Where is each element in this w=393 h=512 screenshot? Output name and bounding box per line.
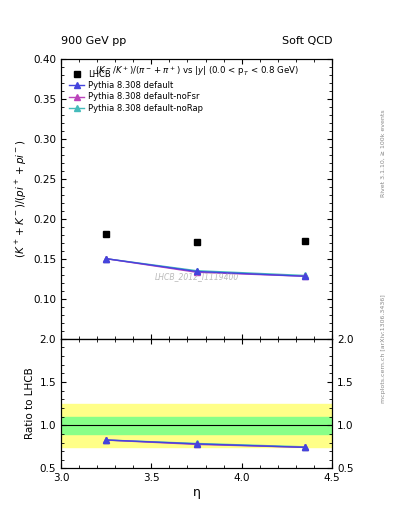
Line: Pythia 8.308 default-noFsr: Pythia 8.308 default-noFsr bbox=[103, 256, 308, 279]
Text: mcplots.cern.ch [arXiv:1306.3436]: mcplots.cern.ch [arXiv:1306.3436] bbox=[381, 294, 386, 402]
Text: 900 GeV pp: 900 GeV pp bbox=[61, 36, 126, 46]
Pythia 8.308 default bbox=[104, 255, 108, 262]
LHCB bbox=[194, 239, 199, 245]
Pythia 8.308 default-noRap bbox=[104, 255, 108, 262]
Line: Pythia 8.308 default-noRap: Pythia 8.308 default-noRap bbox=[103, 256, 308, 278]
Text: LHCB_2012_I1119400: LHCB_2012_I1119400 bbox=[154, 272, 239, 282]
Text: Soft QCD: Soft QCD bbox=[282, 36, 332, 46]
Pythia 8.308 default-noFsr bbox=[194, 269, 199, 275]
X-axis label: η: η bbox=[193, 486, 200, 499]
LHCB bbox=[104, 231, 108, 237]
Legend: LHCB, Pythia 8.308 default, Pythia 8.308 default-noFsr, Pythia 8.308 default-noR: LHCB, Pythia 8.308 default, Pythia 8.308… bbox=[66, 67, 206, 116]
Y-axis label: Ratio to LHCB: Ratio to LHCB bbox=[25, 368, 35, 439]
LHCB bbox=[303, 238, 307, 244]
Pythia 8.308 default bbox=[194, 268, 199, 274]
Pythia 8.308 default-noRap bbox=[303, 272, 307, 279]
Text: Rivet 3.1.10, ≥ 100k events: Rivet 3.1.10, ≥ 100k events bbox=[381, 110, 386, 198]
Pythia 8.308 default-noRap bbox=[194, 268, 199, 274]
Text: $(K^-/K^+)/(\pi^-+\pi^+)$ vs $|y|$ (0.0 < p$_T$ < 0.8 GeV): $(K^-/K^+)/(\pi^-+\pi^+)$ vs $|y|$ (0.0 … bbox=[95, 65, 298, 78]
Bar bbox=[61, 417, 332, 434]
Pythia 8.308 default-noFsr bbox=[303, 273, 307, 280]
Y-axis label: $(K^+ + K^-)/(pi^+ + pi^-)$: $(K^+ + K^-)/(pi^+ + pi^-)$ bbox=[14, 139, 29, 258]
Pythia 8.308 default bbox=[303, 273, 307, 280]
Line: LHCB: LHCB bbox=[103, 230, 309, 245]
Pythia 8.308 default-noFsr bbox=[104, 255, 108, 262]
Bar bbox=[61, 403, 332, 447]
Line: Pythia 8.308 default: Pythia 8.308 default bbox=[103, 256, 308, 279]
